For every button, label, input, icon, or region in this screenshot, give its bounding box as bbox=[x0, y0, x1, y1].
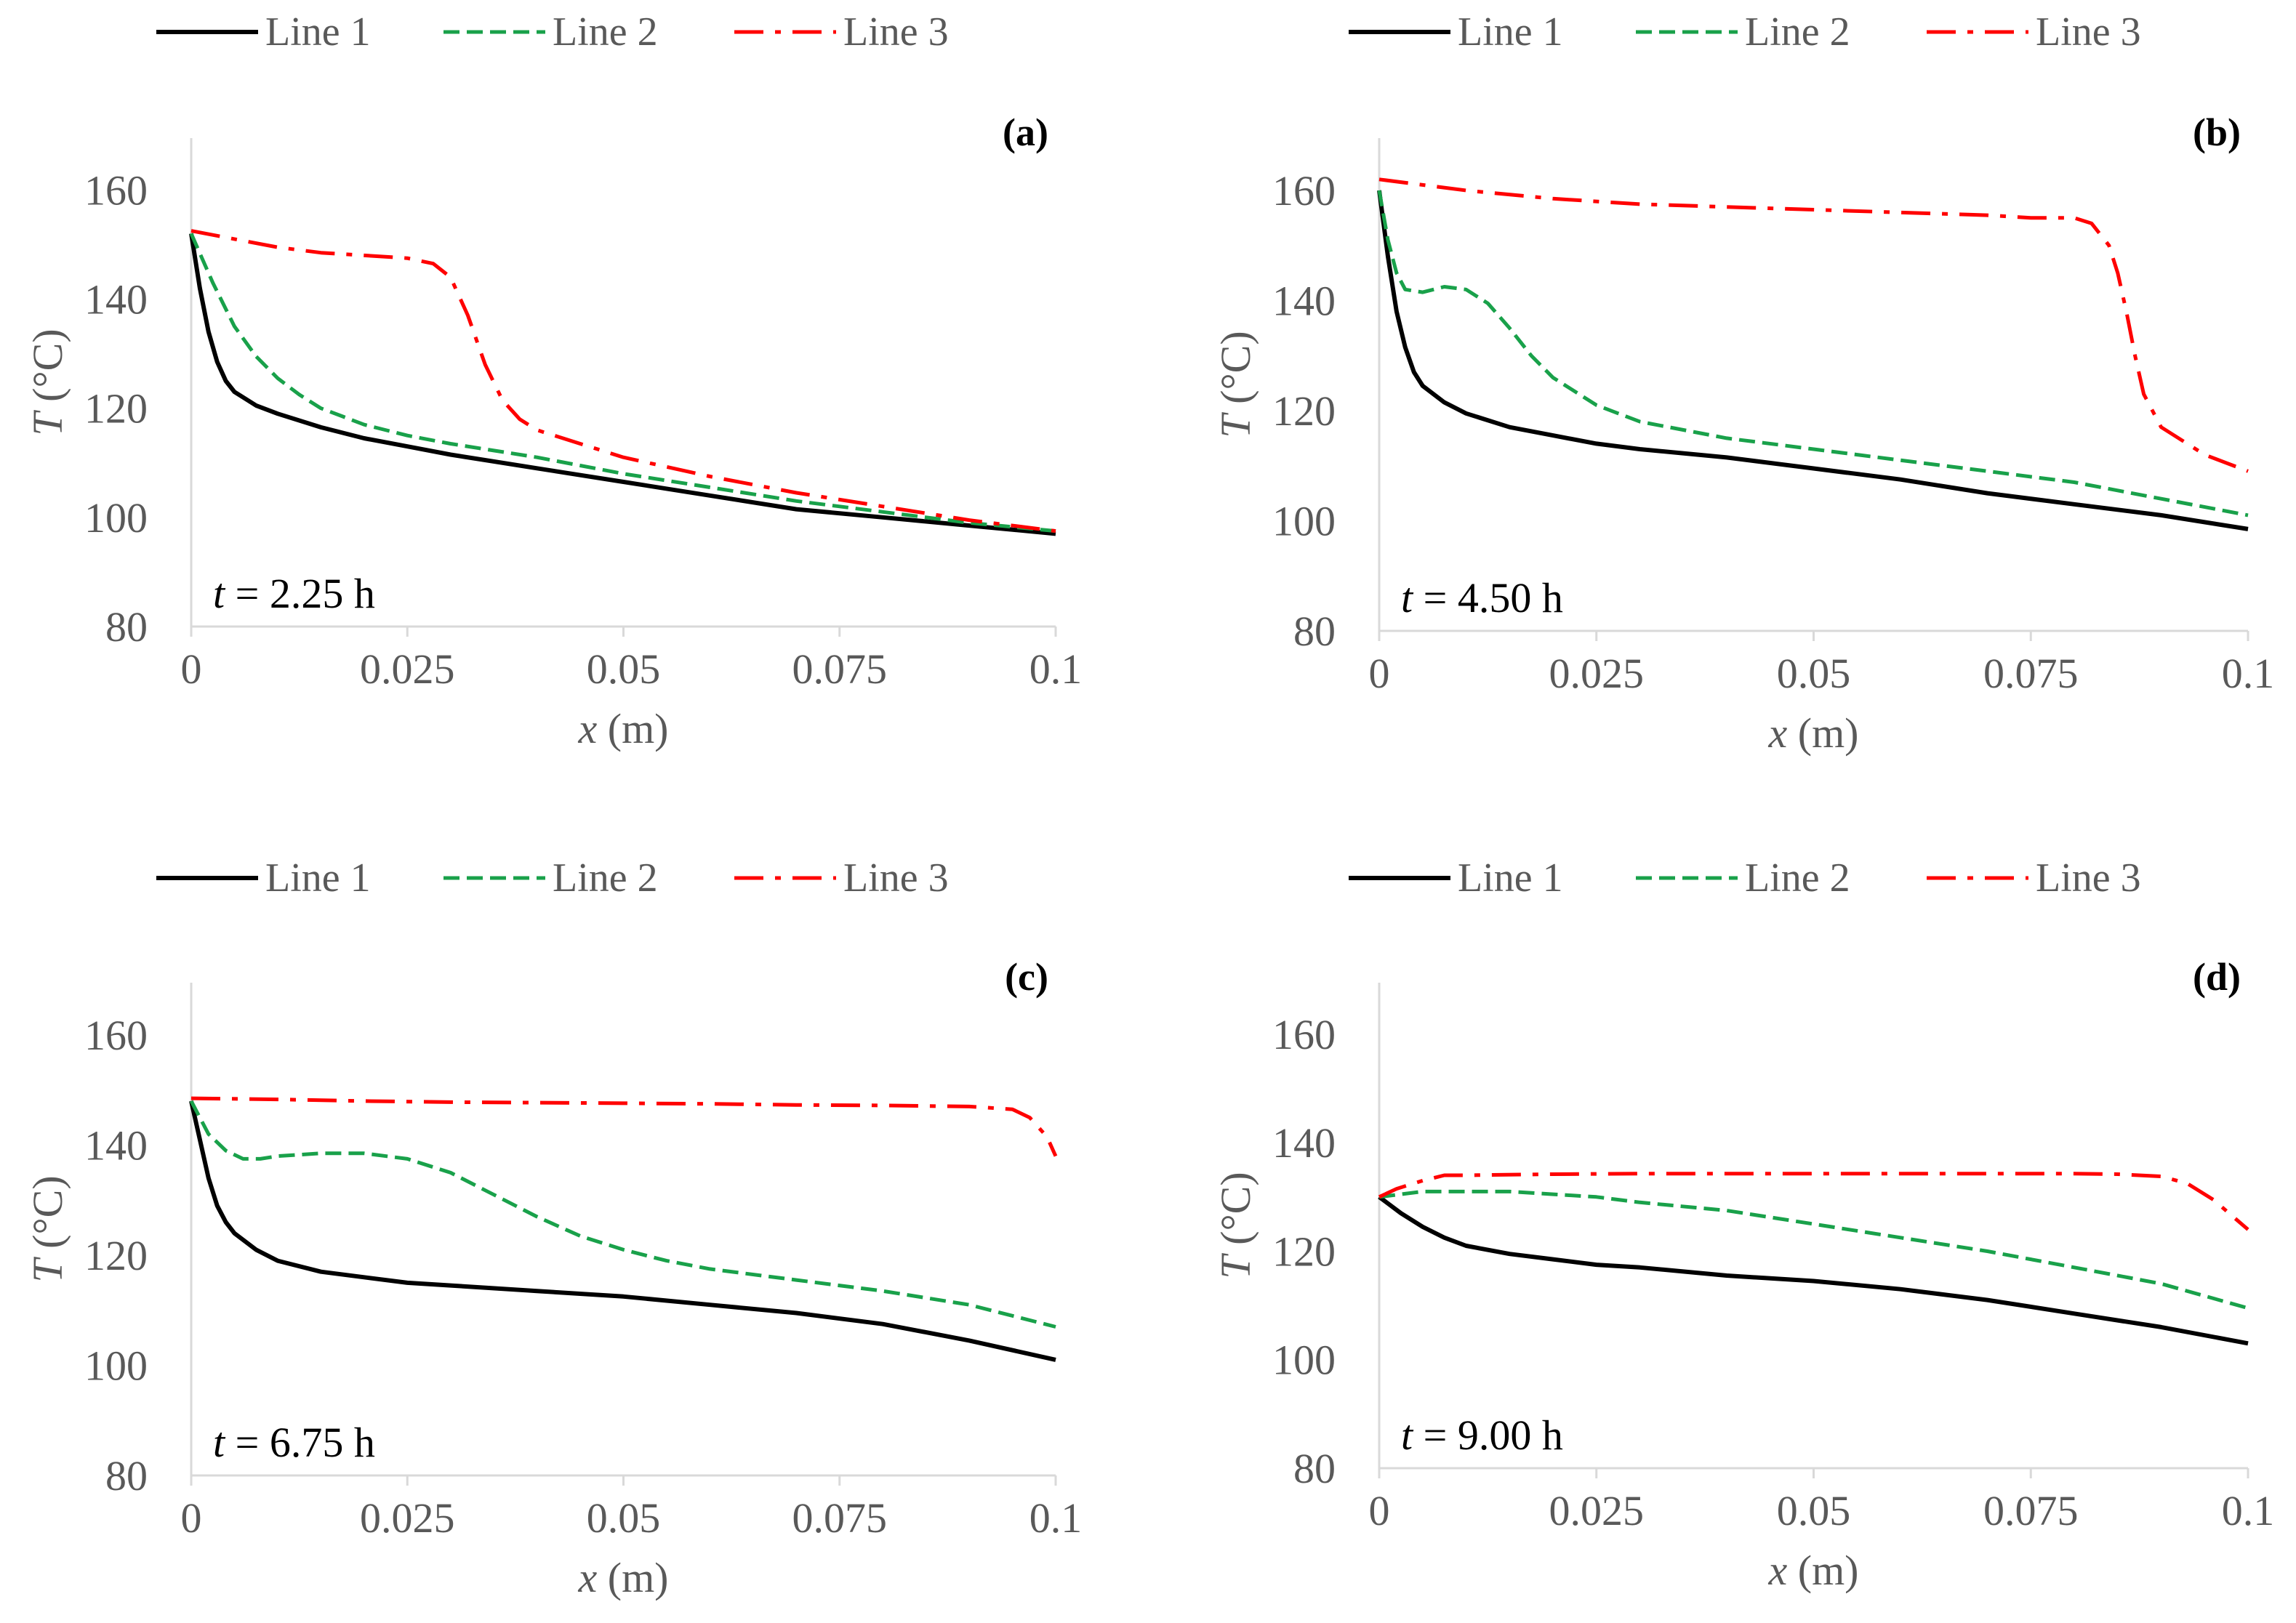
series-line-1 bbox=[189, 233, 1056, 536]
series-line-2 bbox=[1378, 1189, 2249, 1310]
panel-label: (d) bbox=[2193, 955, 2241, 999]
series-line-3 bbox=[1378, 177, 2249, 473]
y-tick-label: 100 bbox=[84, 1342, 148, 1389]
x-tick-label: 0.05 bbox=[1777, 650, 1851, 697]
legend-label-line-1: Line 1 bbox=[1458, 9, 1563, 55]
x-tick-label: 0 bbox=[181, 1494, 202, 1542]
x-axis-title: x (m) bbox=[1768, 709, 1859, 757]
y-tick-label: 140 bbox=[84, 275, 148, 323]
y-tick-label: 120 bbox=[1272, 387, 1336, 435]
x-tick-label: 0.025 bbox=[1549, 1487, 1645, 1534]
legend-label-line-3: Line 3 bbox=[843, 9, 949, 55]
y-axis-title: T (°C) bbox=[1212, 331, 1259, 438]
legend-label-line-2: Line 2 bbox=[553, 9, 658, 55]
series-line-1 bbox=[1378, 1195, 2249, 1346]
legend-label-line-1: Line 1 bbox=[265, 855, 371, 901]
chart-panel-c: Line 1 Line 2 Line 3 0 0.025 0.05 0.075 0.1 80 10… bbox=[24, 855, 1082, 1601]
legend: Line 1 Line 2 Line 3 bbox=[1349, 9, 2141, 55]
y-tick-label: 120 bbox=[84, 1232, 148, 1279]
x-tick-label: 0.05 bbox=[587, 645, 661, 693]
legend-label-line-2: Line 2 bbox=[1745, 855, 1850, 901]
y-tick-label: 80 bbox=[105, 1452, 148, 1499]
chart-panel-b: Line 1 Line 2 Line 3 0 0.025 0.05 0.075 0.1 80 10… bbox=[1212, 9, 2274, 757]
y-axis-title: T (°C) bbox=[1212, 1172, 1259, 1278]
x-tick-label: 0.1 bbox=[2222, 1487, 2275, 1534]
chart-panel-d: Line 1 Line 2 Line 3 0 0.025 0.05 0.075 0.1 80 10… bbox=[1212, 855, 2274, 1594]
time-label: t = 4.50 h bbox=[1401, 574, 1563, 621]
y-tick-label: 80 bbox=[105, 603, 148, 651]
y-axis-title: T (°C) bbox=[24, 1175, 71, 1282]
chart-panel-a: Line 1 Line 2 Line 3 0 0.025 0.05 0.075 0.1 80 10… bbox=[24, 9, 1082, 752]
y-tick-label: 140 bbox=[1272, 1119, 1336, 1167]
x-tick-label: 0.1 bbox=[1029, 645, 1083, 693]
x-tick-label: 0.075 bbox=[1983, 1487, 2079, 1534]
legend: Line 1 Line 2 Line 3 bbox=[156, 855, 949, 901]
time-label: t = 6.75 h bbox=[213, 1419, 375, 1466]
y-tick-label: 160 bbox=[1272, 167, 1336, 214]
legend-label-line-3: Line 3 bbox=[843, 855, 949, 901]
series-line-1 bbox=[189, 1100, 1056, 1362]
series-line-2 bbox=[189, 233, 1056, 533]
y-axis-title: T (°C) bbox=[24, 329, 71, 435]
y-tick-label: 120 bbox=[1272, 1228, 1336, 1275]
y-tick-label: 160 bbox=[84, 166, 148, 214]
legend: Line 1 Line 2 Line 3 bbox=[156, 9, 949, 55]
x-tick-label: 0.075 bbox=[792, 1494, 888, 1542]
series-line-3 bbox=[190, 1096, 1058, 1157]
y-tick-label: 140 bbox=[1272, 277, 1336, 324]
legend: Line 1 Line 2 Line 3 bbox=[1349, 855, 2141, 901]
legend-label-line-2: Line 2 bbox=[553, 855, 658, 901]
y-tick-label: 80 bbox=[1293, 608, 1336, 655]
x-tick-label: 0.05 bbox=[587, 1494, 661, 1542]
y-tick-label: 160 bbox=[1272, 1011, 1336, 1058]
x-tick-label: 0.025 bbox=[360, 1494, 455, 1542]
panel-label: (a) bbox=[1003, 110, 1048, 154]
legend-label-line-3: Line 3 bbox=[2036, 855, 2141, 901]
series-line-3 bbox=[1378, 1172, 2249, 1231]
y-tick-label: 80 bbox=[1293, 1445, 1336, 1492]
time-label: t = 2.25 h bbox=[213, 570, 375, 617]
x-axis-title: x (m) bbox=[1768, 1547, 1859, 1594]
y-tick-label: 160 bbox=[84, 1012, 148, 1059]
x-tick-label: 0.025 bbox=[360, 645, 455, 693]
legend-label-line-1: Line 1 bbox=[1458, 855, 1563, 901]
series-line-1 bbox=[1377, 190, 2249, 531]
y-tick-label: 140 bbox=[84, 1121, 148, 1169]
legend-label-line-1: Line 1 bbox=[265, 9, 371, 55]
y-tick-label: 120 bbox=[84, 385, 148, 432]
y-tick-label: 100 bbox=[1272, 497, 1336, 544]
y-tick-label: 100 bbox=[84, 494, 148, 541]
x-tick-label: 0 bbox=[181, 645, 202, 693]
time-label: t = 9.00 h bbox=[1401, 1411, 1563, 1459]
x-tick-label: 0.025 bbox=[1549, 650, 1645, 697]
series-line-3 bbox=[190, 229, 1056, 533]
panel-label: (b) bbox=[2193, 110, 2241, 154]
y-tick-label: 100 bbox=[1272, 1337, 1336, 1384]
series-line-2 bbox=[189, 1100, 1056, 1329]
legend-label-line-2: Line 2 bbox=[1745, 9, 1850, 55]
x-tick-label: 0 bbox=[1369, 1487, 1390, 1534]
x-axis-title: x (m) bbox=[578, 1554, 669, 1601]
x-tick-label: 0 bbox=[1369, 650, 1390, 697]
x-tick-label: 0.075 bbox=[792, 645, 888, 693]
x-axis-title: x (m) bbox=[578, 705, 669, 752]
x-tick-label: 0.1 bbox=[2222, 650, 2275, 697]
series-line-2 bbox=[1377, 190, 2249, 517]
x-tick-label: 0.05 bbox=[1777, 1487, 1851, 1534]
x-tick-label: 0.075 bbox=[1983, 650, 2079, 697]
legend-label-line-3: Line 3 bbox=[2036, 9, 2141, 55]
x-tick-label: 0.1 bbox=[1029, 1494, 1083, 1542]
panel-label: (c) bbox=[1005, 955, 1048, 999]
